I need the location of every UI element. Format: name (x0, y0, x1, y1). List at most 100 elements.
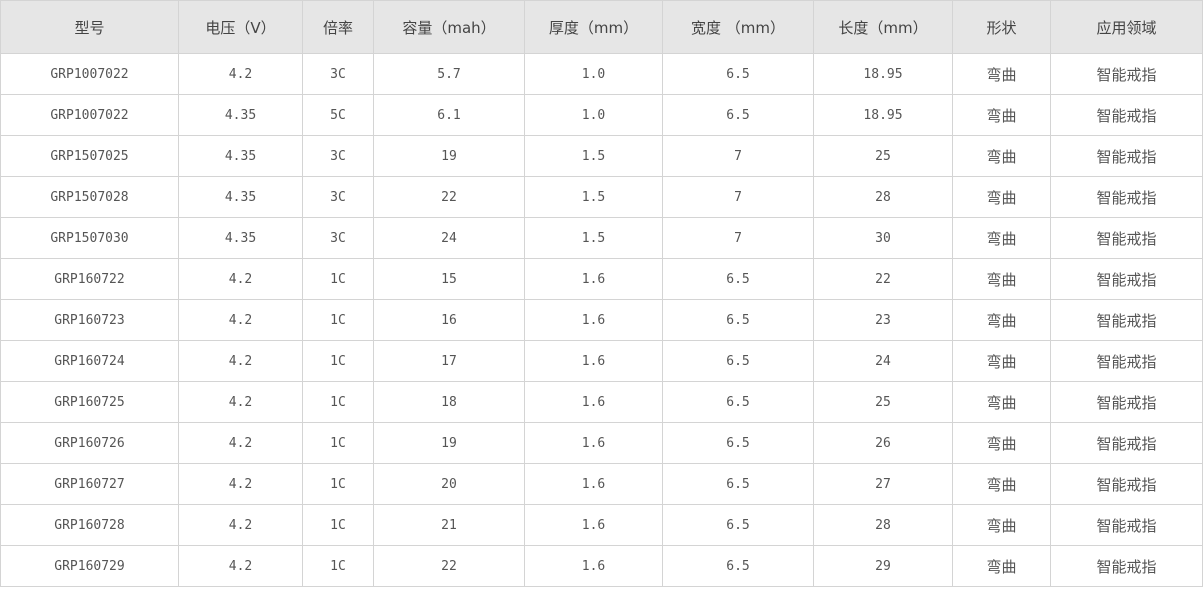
table-cell: 3C (302, 217, 374, 259)
table-cell: 6.5 (662, 340, 814, 382)
table-row: GRP1507028 4.35 3C 22 1.5 7 28 弯曲 智能戒指 (0, 176, 1203, 218)
table-cell: 1C (302, 381, 374, 423)
table-cell: 7 (662, 176, 814, 218)
table-row: GRP1007022 4.2 3C 5.7 1.0 6.5 18.95 弯曲 智能戒指 (0, 53, 1203, 95)
table-cell: 19 (373, 422, 525, 464)
table-cell: 18 (373, 381, 525, 423)
table-cell: 22 (813, 258, 953, 300)
table-cell: 1C (302, 340, 374, 382)
table-cell: 1.5 (524, 217, 663, 259)
table-cell: 弯曲 (952, 422, 1051, 464)
column-header: 宽度 （mm） (662, 0, 814, 54)
table-cell: 3C (302, 176, 374, 218)
table-cell: 1.0 (524, 53, 663, 95)
table-cell: 1.5 (524, 176, 663, 218)
table-cell: 弯曲 (952, 381, 1051, 423)
table-cell: 4.2 (178, 340, 303, 382)
table-cell: 弯曲 (952, 545, 1051, 587)
column-header: 容量（mah） (373, 0, 525, 54)
table-cell: 4.35 (178, 176, 303, 218)
table-cell: 6.5 (662, 94, 814, 136)
table-cell: GRP160722 (0, 258, 179, 300)
table-cell: 7 (662, 217, 814, 259)
table-cell: 智能戒指 (1050, 504, 1203, 546)
table-cell: 28 (813, 176, 953, 218)
table-cell: 弯曲 (952, 53, 1051, 95)
table-cell: 智能戒指 (1050, 176, 1203, 218)
table-cell: GRP1007022 (0, 94, 179, 136)
table-cell: 智能戒指 (1050, 381, 1203, 423)
table-cell: 4.2 (178, 53, 303, 95)
table-cell: 17 (373, 340, 525, 382)
table-cell: 22 (373, 176, 525, 218)
table-cell: 29 (813, 545, 953, 587)
table-cell: 4.2 (178, 545, 303, 587)
table-cell: 7 (662, 135, 814, 177)
table-cell: 18.95 (813, 53, 953, 95)
table-row: GRP160729 4.2 1C 22 1.6 6.5 29 弯曲 智能戒指 (0, 545, 1203, 587)
table-cell: 弯曲 (952, 94, 1051, 136)
table-row: GRP1007022 4.35 5C 6.1 1.0 6.5 18.95 弯曲 智能戒指 (0, 94, 1203, 136)
table-cell: 1C (302, 258, 374, 300)
table-cell: 1.6 (524, 504, 663, 546)
table-cell: 6.5 (662, 463, 814, 505)
column-header: 形状 (952, 0, 1051, 54)
table-cell: GRP160726 (0, 422, 179, 464)
table-cell: 智能戒指 (1050, 258, 1203, 300)
table-cell: 6.5 (662, 504, 814, 546)
table-row: GRP1507025 4.35 3C 19 1.5 7 25 弯曲 智能戒指 (0, 135, 1203, 177)
table-cell: 弯曲 (952, 258, 1051, 300)
table-cell: 19 (373, 135, 525, 177)
table-cell: 1C (302, 299, 374, 341)
column-header: 电压（V） (178, 0, 303, 54)
table-cell: 弯曲 (952, 504, 1051, 546)
table-cell: 弯曲 (952, 217, 1051, 259)
table-cell: GRP160729 (0, 545, 179, 587)
table-cell: 30 (813, 217, 953, 259)
table-row: GRP1507030 4.35 3C 24 1.5 7 30 弯曲 智能戒指 (0, 217, 1203, 259)
table-cell: 27 (813, 463, 953, 505)
table-row: GRP160728 4.2 1C 21 1.6 6.5 28 弯曲 智能戒指 (0, 504, 1203, 546)
table-header-row: 型号 电压（V） 倍率 容量（mah） 厚度（mm） 宽度 （mm） 长度（mm） 形状 应用领… (0, 0, 1203, 54)
table-cell: 18.95 (813, 94, 953, 136)
table-cell: 21 (373, 504, 525, 546)
table-cell: 6.5 (662, 53, 814, 95)
table-cell: 1.6 (524, 340, 663, 382)
column-header: 厚度（mm） (524, 0, 663, 54)
table-cell: 4.35 (178, 217, 303, 259)
table-cell: 5.7 (373, 53, 525, 95)
table-cell: 弯曲 (952, 176, 1051, 218)
table-cell: GRP160725 (0, 381, 179, 423)
table-cell: 4.35 (178, 94, 303, 136)
table-cell: 15 (373, 258, 525, 300)
table-cell: 16 (373, 299, 525, 341)
table-cell: 智能戒指 (1050, 53, 1203, 95)
table-cell: 智能戒指 (1050, 463, 1203, 505)
table-cell: 6.5 (662, 422, 814, 464)
table-row: GRP160724 4.2 1C 17 1.6 6.5 24 弯曲 智能戒指 (0, 340, 1203, 382)
table-cell: GRP1507025 (0, 135, 179, 177)
table-cell: 3C (302, 53, 374, 95)
table-cell: 6.5 (662, 258, 814, 300)
table-cell: 4.35 (178, 135, 303, 177)
table-cell: 1C (302, 504, 374, 546)
table-cell: 5C (302, 94, 374, 136)
table-cell: 6.5 (662, 381, 814, 423)
table-cell: 23 (813, 299, 953, 341)
column-header: 型号 (0, 0, 179, 54)
table-cell: 3C (302, 135, 374, 177)
table-cell: 1C (302, 545, 374, 587)
table-cell: 1.6 (524, 545, 663, 587)
table-cell: 智能戒指 (1050, 545, 1203, 587)
table-cell: 1C (302, 422, 374, 464)
table-cell: 弯曲 (952, 135, 1051, 177)
column-header: 应用领域 (1050, 0, 1203, 54)
table-cell: 24 (373, 217, 525, 259)
table-cell: 6.5 (662, 299, 814, 341)
table-cell: GRP1507028 (0, 176, 179, 218)
table-cell: 26 (813, 422, 953, 464)
table-cell: GRP1007022 (0, 53, 179, 95)
table-row: GRP160725 4.2 1C 18 1.6 6.5 25 弯曲 智能戒指 (0, 381, 1203, 423)
table-cell: 智能戒指 (1050, 135, 1203, 177)
